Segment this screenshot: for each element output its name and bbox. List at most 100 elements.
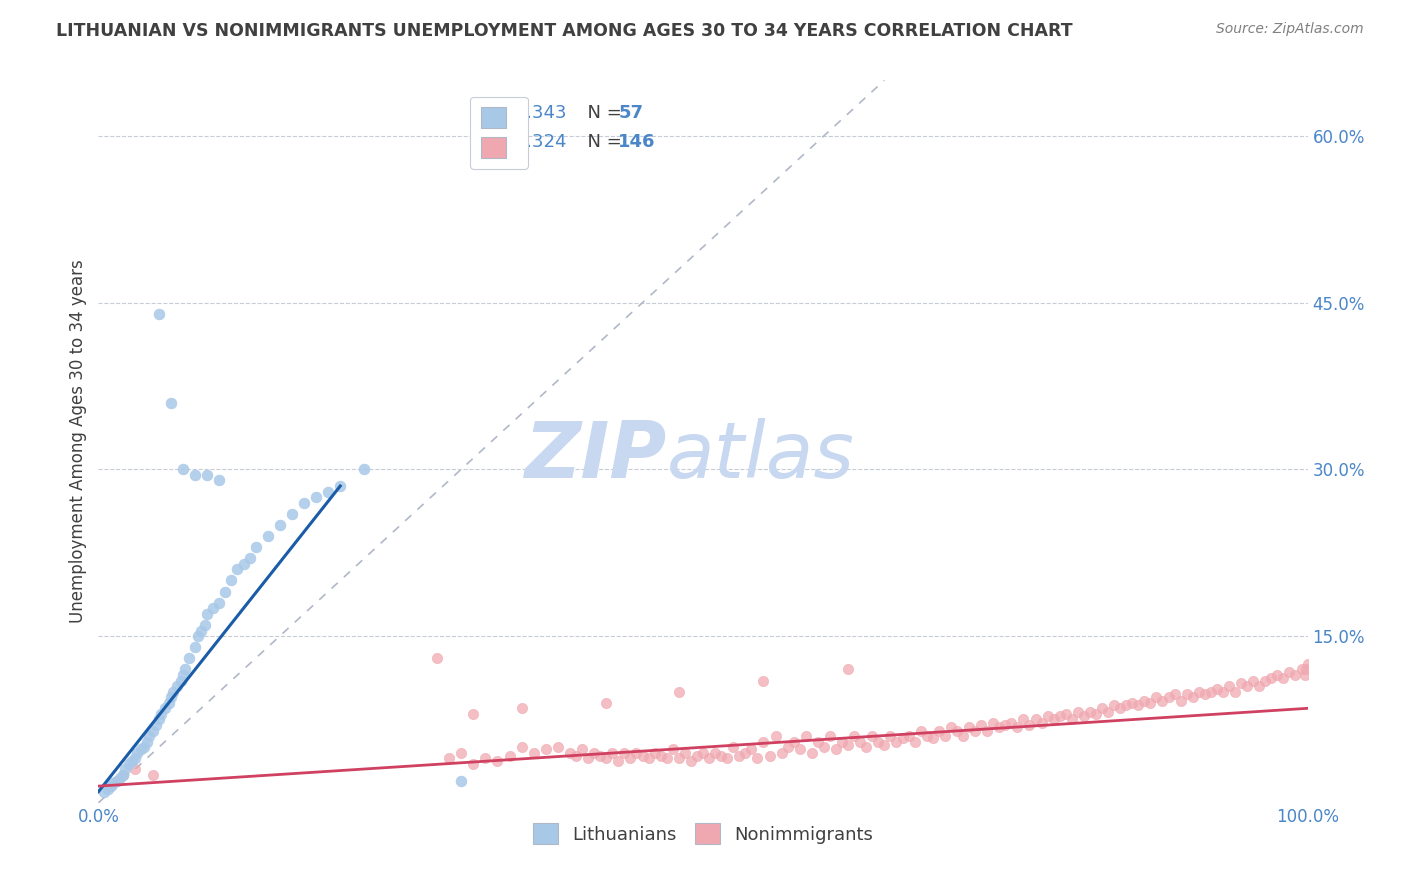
Point — [1218, 679, 1240, 693]
Point — [965, 723, 987, 738]
Point — [202, 601, 225, 615]
Point — [740, 742, 762, 756]
Point — [256, 529, 278, 543]
Point — [860, 729, 883, 743]
Point — [1199, 684, 1222, 698]
Point — [661, 742, 683, 756]
Point — [221, 574, 243, 588]
Point — [111, 768, 134, 782]
Point — [734, 746, 756, 760]
Point — [1291, 662, 1313, 676]
Point — [194, 618, 217, 632]
Point — [195, 607, 218, 621]
Legend: Lithuanians, Nonimmigrants: Lithuanians, Nonimmigrants — [526, 816, 880, 852]
Point — [135, 734, 157, 748]
Point — [1102, 698, 1125, 712]
Point — [1128, 698, 1150, 712]
Point — [1109, 701, 1132, 715]
Point — [97, 782, 120, 797]
Point — [807, 734, 830, 748]
Point — [1294, 668, 1316, 682]
Point — [184, 640, 207, 655]
Point — [1254, 673, 1277, 688]
Point — [114, 763, 136, 777]
Point — [595, 751, 617, 765]
Point — [825, 742, 848, 756]
Point — [292, 496, 315, 510]
Point — [208, 474, 231, 488]
Point — [558, 746, 581, 760]
Point — [957, 720, 980, 734]
Point — [450, 746, 472, 760]
Point — [148, 713, 170, 727]
Point — [127, 746, 149, 760]
Point — [686, 749, 709, 764]
Point — [752, 734, 775, 748]
Point — [1278, 665, 1301, 679]
Point — [915, 729, 938, 743]
Point — [776, 740, 799, 755]
Point — [1194, 687, 1216, 701]
Point — [928, 723, 950, 738]
Point — [886, 734, 908, 748]
Point — [576, 751, 599, 765]
Point — [1284, 668, 1306, 682]
Point — [474, 751, 496, 765]
Point — [692, 746, 714, 760]
Point — [613, 746, 636, 760]
Point — [650, 749, 672, 764]
Point — [849, 734, 872, 748]
Point — [1267, 668, 1289, 682]
Text: R =: R = — [479, 133, 519, 151]
Point — [1181, 690, 1204, 705]
Point — [1012, 713, 1035, 727]
Point — [723, 740, 745, 755]
Point — [1223, 684, 1246, 698]
Point — [111, 768, 134, 782]
Point — [316, 484, 339, 499]
Point — [716, 751, 738, 765]
Point — [150, 706, 173, 721]
Point — [534, 742, 557, 756]
Point — [105, 773, 128, 788]
Point — [668, 751, 690, 765]
Point — [1097, 705, 1119, 719]
Point — [1295, 662, 1317, 676]
Point — [190, 624, 212, 638]
Text: 0.324: 0.324 — [516, 133, 567, 151]
Point — [1133, 693, 1156, 707]
Point — [981, 715, 1004, 730]
Point — [897, 729, 920, 743]
Point — [232, 557, 254, 571]
Point — [426, 651, 449, 665]
Point — [1230, 675, 1253, 690]
Point — [226, 562, 249, 576]
Point — [794, 729, 817, 743]
Text: N =: N = — [576, 103, 627, 122]
Point — [486, 754, 509, 768]
Point — [704, 746, 727, 760]
Point — [118, 756, 141, 771]
Point — [547, 740, 569, 755]
Point — [873, 738, 896, 752]
Point — [162, 684, 184, 698]
Point — [148, 307, 170, 321]
Point — [818, 729, 841, 743]
Point — [157, 696, 180, 710]
Point — [1024, 713, 1046, 727]
Point — [108, 772, 131, 786]
Point — [879, 729, 901, 743]
Point — [1054, 706, 1077, 721]
Point — [770, 746, 793, 760]
Point — [1146, 690, 1168, 705]
Point — [1188, 684, 1211, 698]
Point — [619, 751, 641, 765]
Point — [1206, 682, 1229, 697]
Point — [142, 723, 165, 738]
Point — [1170, 693, 1192, 707]
Point — [1073, 709, 1095, 723]
Point — [510, 740, 533, 755]
Point — [565, 749, 588, 764]
Point — [939, 720, 962, 734]
Point — [1036, 709, 1059, 723]
